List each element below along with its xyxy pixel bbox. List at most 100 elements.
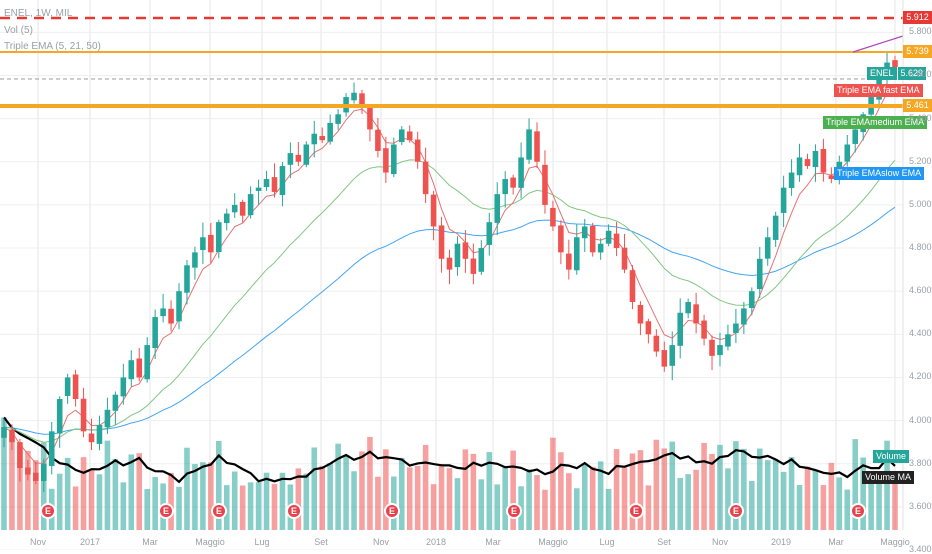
volume-bar: [589, 466, 596, 530]
symbol-legend[interactable]: ENEL, 1W, MIL: [4, 8, 73, 19]
volume-bar: [375, 476, 381, 530]
volume-bar: [749, 480, 755, 530]
volume-bar: [208, 462, 214, 530]
volume-bar: [88, 470, 95, 530]
volume-bar: [597, 461, 604, 530]
volume-bar: [526, 469, 532, 530]
volume-bar: [72, 486, 79, 530]
price-axis-label: 5.600: [909, 69, 932, 80]
candle-body: [414, 139, 421, 162]
volume-bar: [271, 483, 278, 530]
candle-body: [621, 247, 628, 270]
candle-body: [144, 345, 150, 380]
earnings-marker[interactable]: E: [506, 503, 522, 519]
candle-body: [271, 177, 278, 192]
earnings-marker[interactable]: E: [384, 503, 400, 519]
volume-bar: [804, 466, 811, 530]
volume-bar: [677, 477, 683, 530]
candle-body: [375, 129, 381, 151]
volume-bar: [33, 460, 39, 530]
volume-bar: [788, 457, 795, 530]
volume-bar: [725, 468, 731, 530]
candle-body: [279, 166, 286, 196]
candle-body: [200, 237, 206, 251]
earnings-marker[interactable]: E: [158, 503, 174, 519]
time-axis-label: Lug: [254, 537, 270, 547]
volume-bar: [717, 444, 723, 530]
price-axis-label: 3.400: [909, 544, 932, 554]
volume-bar: [764, 460, 771, 530]
price-axis-label: 5.000: [909, 198, 932, 209]
volume-bar: [144, 489, 150, 530]
candle-body: [454, 243, 461, 268]
time-axis-label: Mar: [142, 537, 158, 547]
volume-legend[interactable]: Vol (5): [4, 25, 33, 36]
volume-bar: [820, 485, 827, 530]
slow-ema-line: [3, 206, 896, 435]
candle-body: [717, 345, 723, 356]
candle-body: [120, 377, 127, 397]
price-axis-label: 5.400: [909, 112, 932, 123]
candle-body: [168, 308, 174, 324]
candle-body: [574, 237, 580, 271]
volume-bar: [17, 445, 23, 530]
candle-body: [239, 201, 246, 216]
ticker-label: ENEL: [870, 68, 894, 78]
volume-bar: [279, 472, 286, 530]
candle-body: [629, 270, 636, 302]
volume-bar: [502, 466, 508, 530]
candle-body: [184, 265, 190, 293]
candle-body: [9, 429, 15, 443]
earnings-marker[interactable]: E: [850, 503, 866, 519]
earnings-marker[interactable]: E: [211, 503, 227, 519]
volume-bar: [398, 457, 405, 530]
trendline-purple: [852, 35, 904, 53]
candle-body: [1, 427, 7, 438]
volume-bar: [136, 453, 143, 530]
volume-bar: [796, 485, 803, 530]
lower-level-tag: 5.461: [903, 99, 932, 112]
volume-bar: [247, 482, 254, 530]
volume-bar: [701, 442, 707, 530]
volume-bar: [613, 449, 620, 530]
candle-body: [446, 257, 453, 270]
candle-body: [383, 148, 389, 173]
candle-body: [152, 317, 158, 349]
earnings-marker[interactable]: E: [286, 503, 302, 519]
candle-body: [852, 129, 859, 144]
price-axis-label: 3.600: [909, 500, 932, 511]
candle-body: [406, 131, 413, 141]
volume-bar: [239, 485, 246, 530]
volume-bar: [446, 468, 453, 530]
candle-body: [772, 215, 779, 240]
volume-bar: [168, 472, 174, 530]
volume-bar: [128, 454, 135, 530]
volume-bar: [828, 462, 835, 530]
candle-body: [295, 154, 302, 162]
candle-body: [48, 431, 55, 466]
volume-bar: [574, 488, 580, 530]
candle-body: [581, 226, 588, 239]
earnings-marker[interactable]: E: [40, 503, 56, 519]
volume-bar: [104, 440, 111, 530]
volume-bar: [550, 437, 556, 530]
candle-body: [40, 463, 47, 481]
earnings-marker[interactable]: E: [628, 503, 644, 519]
volume-bar: [454, 478, 461, 530]
tema-legend[interactable]: Triple EMA (5, 21, 50): [4, 41, 101, 52]
volume-bar: [430, 484, 437, 530]
volume-bar: [629, 453, 636, 530]
candle-body: [741, 308, 747, 325]
volume-bar: [653, 439, 660, 530]
volume-bar: [844, 489, 851, 530]
candle-body: [136, 358, 143, 378]
earnings-marker[interactable]: E: [728, 503, 744, 519]
medium-ema-line: [3, 159, 896, 443]
candle-body: [709, 339, 715, 356]
candle-body: [56, 399, 63, 434]
candle-body: [112, 394, 119, 411]
volume-bar: [542, 489, 548, 530]
candle-body: [550, 207, 556, 227]
volume-bar: [9, 438, 15, 530]
